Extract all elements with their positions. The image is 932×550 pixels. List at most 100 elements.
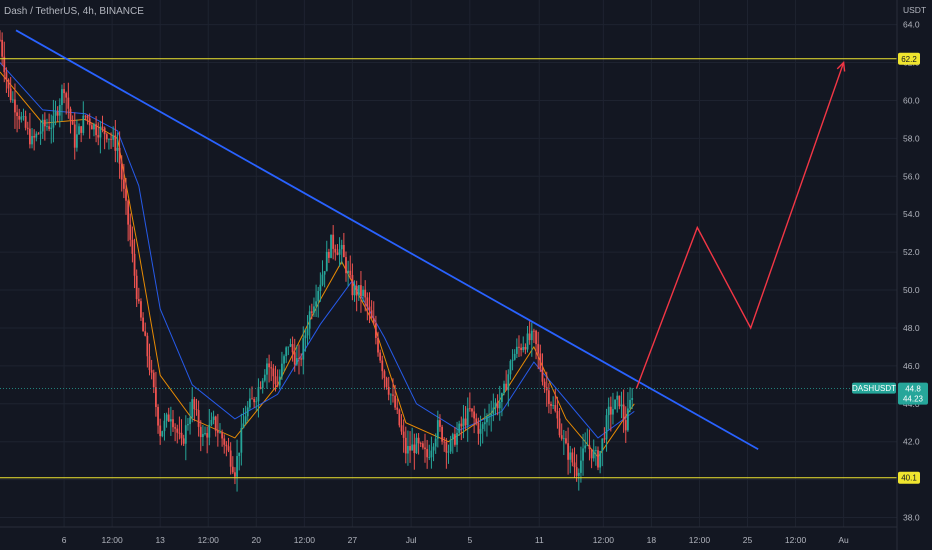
candle-body [229, 450, 232, 467]
candle-body [355, 286, 358, 296]
candle-body [539, 353, 542, 369]
candle-body [69, 108, 72, 120]
candle-body [3, 56, 6, 73]
projection-path[interactable] [635, 62, 845, 389]
candle-body [629, 399, 631, 409]
candle-body [259, 387, 262, 389]
x-tick-label: 12:00 [101, 535, 123, 545]
candle-body [436, 420, 439, 439]
candle-body [483, 422, 486, 425]
candle-body [302, 338, 305, 360]
x-tick-label: 12:00 [689, 535, 711, 545]
candle-body [417, 437, 420, 444]
candle-body [451, 434, 454, 440]
candle-body [340, 244, 343, 250]
projection-group[interactable] [635, 61, 846, 389]
candle-body [370, 310, 373, 319]
candle-body [46, 126, 48, 128]
candle-body [161, 431, 164, 437]
candle-body [434, 438, 437, 447]
candle-body [191, 399, 194, 418]
candle-body [293, 352, 296, 365]
candle-body [133, 253, 136, 276]
candle-body [221, 432, 224, 439]
candle-body [97, 135, 100, 138]
candle-body [276, 384, 279, 386]
candle-body [526, 333, 529, 350]
candle-body [357, 285, 360, 296]
moving-average-line [0, 62, 635, 439]
candle-body [298, 358, 300, 359]
candle-body [394, 395, 397, 408]
candle-body [509, 361, 512, 375]
candle-body [524, 346, 527, 350]
candle-body [473, 411, 476, 419]
level-tag [898, 471, 920, 484]
candle-body [5, 72, 8, 80]
trendline-group[interactable] [15, 29, 759, 451]
level-tag-label: 62.2 [901, 55, 917, 64]
y-tick-label: 52.0 [903, 247, 920, 257]
candle-body [368, 306, 371, 311]
candle-body [379, 352, 382, 361]
countdown-label: 44.23 [903, 395, 924, 404]
candle-body [328, 251, 330, 258]
candle-body [204, 433, 206, 435]
candle-body [567, 443, 569, 460]
x-tick-label: 6 [62, 535, 67, 545]
candle-body [321, 274, 324, 285]
candle-body [48, 126, 51, 129]
candle-body [580, 460, 582, 473]
candle-body [590, 449, 593, 459]
candle-body [494, 402, 497, 408]
candle-body [165, 414, 168, 421]
y-tick-label: 50.0 [903, 285, 920, 295]
candle-body [515, 346, 518, 354]
candle-body [26, 127, 29, 129]
candle-body [95, 124, 98, 136]
candle-body [349, 270, 352, 276]
candle-body [189, 417, 191, 425]
candle-body [631, 398, 634, 400]
candle-body [129, 224, 132, 240]
candle-body [274, 376, 277, 385]
candle-body [122, 179, 125, 189]
candle-body [54, 111, 57, 116]
candle-body [281, 363, 283, 377]
candle-body [238, 452, 241, 457]
trendline[interactable] [15, 29, 759, 451]
candle-body [178, 432, 181, 434]
candle-body [56, 111, 59, 116]
time-axis[interactable]: 6 12:00 13 12:00 20 12:00 27 Jul 5 11 12:00 18 12:00… [62, 535, 849, 545]
y-tick-label: 60.0 [903, 95, 920, 105]
last-price-tag [898, 382, 928, 405]
candle-body [323, 271, 326, 275]
candle-body [456, 432, 458, 445]
candle-body [78, 126, 80, 135]
candle-body [244, 416, 247, 424]
candle-body [29, 128, 31, 145]
horizontal-levels[interactable] [0, 58, 897, 479]
candle-body [50, 127, 53, 129]
candle-body [114, 135, 117, 151]
candle-body [351, 275, 354, 296]
candle-body [291, 344, 294, 353]
candle-body [108, 138, 110, 140]
candle-body [242, 423, 245, 429]
candle-body [304, 335, 307, 339]
candle-body [146, 335, 149, 357]
candle-body [61, 89, 63, 106]
candle-body [67, 97, 70, 109]
candle-body [216, 430, 219, 433]
candle-body [84, 115, 87, 117]
candle-body [586, 445, 589, 447]
candle-body [584, 445, 587, 449]
x-tick-label: 5 [467, 535, 472, 545]
candle-body [14, 99, 16, 113]
candle-body [535, 330, 537, 345]
candle-body [522, 346, 525, 350]
candle-body [471, 408, 473, 412]
candle-body [398, 409, 401, 426]
